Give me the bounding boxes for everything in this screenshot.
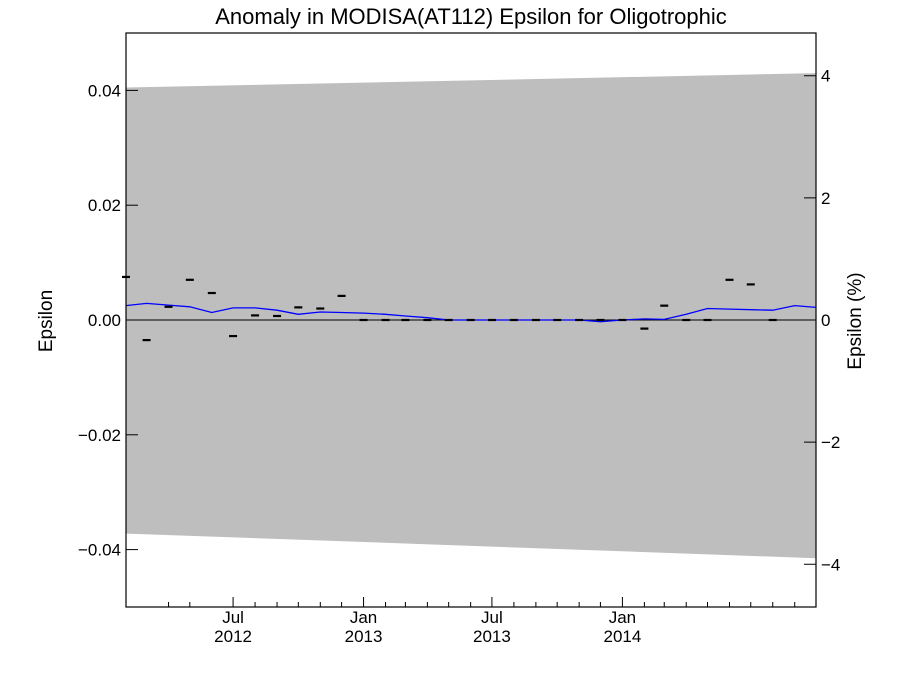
y-tick-label: 0.02: [88, 196, 121, 215]
x-tick-label-month: Jan: [609, 608, 636, 627]
chart-title: Anomaly in MODISA(AT112) Epsilon for Oli…: [215, 4, 727, 29]
y2-tick-label: 0: [821, 311, 830, 330]
y2-axis-label: Epsilon (%): [845, 272, 866, 369]
y2-tick-label: 4: [821, 67, 830, 86]
y2-tick-label: 2: [821, 189, 830, 208]
x-tick-label-month: Jul: [222, 608, 244, 627]
x-tick-label-year: 2014: [603, 627, 641, 646]
y-tick-label: 0.00: [88, 311, 121, 330]
y-tick-label: 0.04: [88, 81, 121, 100]
y-tick-label: −0.04: [78, 541, 121, 560]
x-tick-label-year: 2013: [473, 627, 511, 646]
y-axis-label: Epsilon: [36, 290, 57, 352]
uncertainty-band: [126, 73, 816, 559]
x-tick-label-year: 2013: [345, 627, 383, 646]
x-tick-label-year: 2012: [214, 627, 252, 646]
y2-tick-label: −2: [821, 433, 840, 452]
y-tick-label: −0.02: [78, 426, 121, 445]
x-tick-label-month: Jul: [481, 608, 503, 627]
x-tick-label-month: Jan: [350, 608, 377, 627]
y2-tick-label: −4: [821, 555, 840, 574]
